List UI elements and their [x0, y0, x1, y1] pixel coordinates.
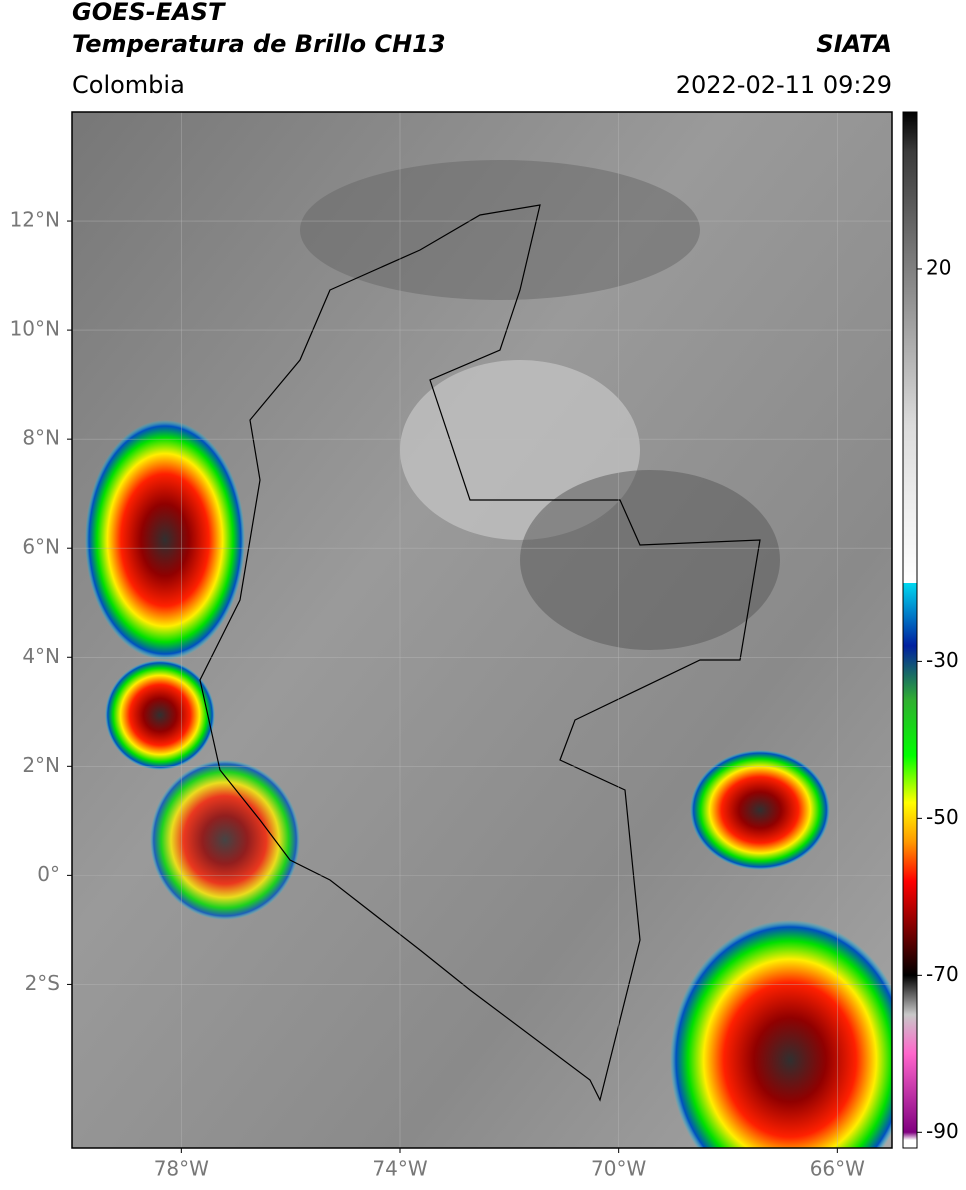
y-tick-label: 6°N	[22, 535, 60, 559]
map	[72, 112, 892, 1148]
y-tick-label: 0°	[37, 862, 60, 886]
x-tick-label: 66°W	[810, 1157, 865, 1181]
colorbar-tick-label: -70	[926, 962, 959, 986]
colorbar-tick-label: -90	[926, 1119, 959, 1143]
y-tick-label: 10°N	[10, 317, 60, 341]
y-tick-label: 2°S	[25, 971, 60, 995]
storm	[85, 420, 245, 660]
subtitle: Temperatura de Brillo CH13	[72, 30, 446, 58]
storm	[105, 660, 215, 770]
x-tick-label: 74°W	[372, 1157, 427, 1181]
map-frame	[71, 111, 893, 1149]
country-border	[199, 204, 761, 1102]
y-tick-label: 2°N	[22, 753, 60, 777]
storm	[670, 920, 892, 1148]
storm	[690, 750, 830, 870]
colorbar-tick-label: -50	[926, 805, 959, 829]
clear-area	[520, 470, 780, 650]
region: Colombia	[72, 71, 185, 99]
colorbar-tick-label: 20	[926, 255, 951, 279]
colorbar-tick-label: -30	[926, 648, 959, 672]
source: SIATA	[816, 30, 892, 58]
y-tick-label: 8°N	[22, 426, 60, 450]
x-tick-label: 70°W	[591, 1157, 646, 1181]
grid	[72, 112, 892, 1148]
colorbar	[902, 111, 918, 1149]
timestamp: 2022-02-11 09:29	[676, 71, 892, 99]
y-tick-label: 4°N	[22, 644, 60, 668]
y-tick-label: 12°N	[10, 208, 60, 232]
title: GOES-EAST	[72, 0, 226, 26]
x-tick-label: 78°W	[154, 1157, 209, 1181]
clear-area	[300, 160, 700, 300]
storm	[150, 760, 300, 920]
